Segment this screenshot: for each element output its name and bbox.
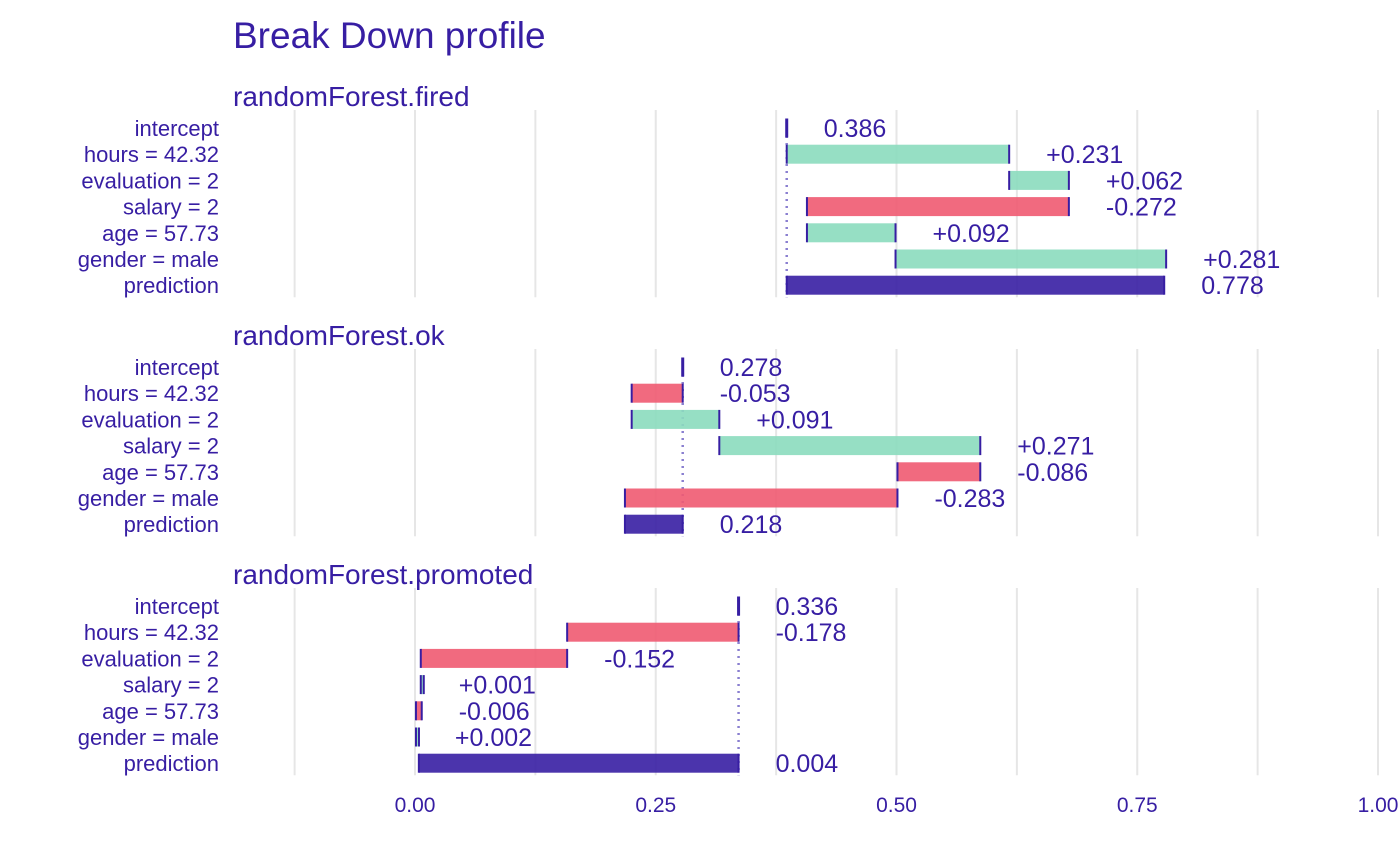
value-label: +0.002 [455,724,532,752]
value-label: -0.086 [1017,459,1088,487]
contribution-bar [786,144,1010,164]
value-label: -0.283 [934,485,1005,513]
intercept-bar [737,596,741,616]
value-label: 0.778 [1201,272,1264,300]
value-label: -0.272 [1106,194,1177,222]
contribution-bar [624,488,898,508]
row-label: hours = 42.32 [84,620,219,645]
contribution-bar [415,701,422,721]
value-label: 0.278 [720,354,783,382]
x-tick-label: 0.75 [1117,794,1158,817]
x-axis: 0.00 0.25 0.50 0.75 1.00 [395,794,1399,817]
row-label: prediction [124,751,219,776]
intercept-bar [785,118,789,138]
row-label: gender = male [78,725,219,750]
row-label: intercept [135,594,219,619]
row-label: age = 57.73 [102,460,219,485]
panel-title: randomForest.promoted [233,559,533,590]
x-tick-label: 1.00 [1358,794,1399,817]
contribution-bar [806,197,1069,217]
contribution-bar [631,383,683,403]
contribution-bar [420,675,424,695]
value-label: -0.152 [604,645,675,673]
x-tick-label: 0.00 [395,794,436,817]
contribution-bar [415,727,419,747]
value-label: +0.281 [1203,246,1280,274]
value-label: 0.004 [776,750,839,778]
panels: randomForest.fired intercept 0.386 hours = … [78,81,1379,778]
contribution-bar [631,409,720,429]
row-label: prediction [124,512,219,537]
value-label: +0.092 [933,220,1010,248]
contribution-bar [567,622,739,642]
chart-title: Break Down profile [233,15,546,56]
panel-0: randomForest.fired intercept 0.386 hours = … [78,81,1379,300]
row-label: intercept [135,355,219,380]
prediction-bar [786,275,1165,295]
value-label: 0.386 [824,115,887,143]
row-label: evaluation = 2 [81,646,219,671]
prediction-bar [624,514,683,534]
row-label: evaluation = 2 [81,407,219,432]
panel-title: randomForest.fired [233,81,470,112]
row-label: salary = 2 [123,434,219,459]
row-label: gender = male [78,486,219,511]
value-label: +0.231 [1046,141,1123,169]
row-label: prediction [124,273,219,298]
row-label: hours = 42.32 [84,381,219,406]
x-tick-label: 0.25 [635,794,676,817]
row-label: salary = 2 [123,673,219,698]
x-tick-label: 0.50 [876,794,917,817]
value-label: +0.271 [1017,433,1094,461]
value-label: -0.178 [776,619,847,647]
value-label: -0.053 [720,380,791,408]
row-label: hours = 42.32 [84,142,219,167]
value-label: 0.218 [720,511,783,539]
row-label: age = 57.73 [102,699,219,724]
contribution-bar [719,436,981,456]
row-label: intercept [135,116,219,141]
value-label: +0.062 [1106,167,1183,195]
intercept-bar [681,357,685,377]
value-label: 0.336 [776,593,839,621]
row-label: evaluation = 2 [81,168,219,193]
contribution-bar [1009,170,1069,190]
panel-title: randomForest.ok [233,320,446,351]
value-label: -0.006 [459,698,530,726]
value-label: +0.001 [459,672,536,700]
row-label: age = 57.73 [102,221,219,246]
prediction-bar [418,753,739,773]
row-label: salary = 2 [123,195,219,220]
panel-2: randomForest.promoted intercept 0.336 hours… [78,559,1379,778]
contribution-bar [897,462,981,482]
panel-1: randomForest.ok intercept 0.278 hours = 42.… [78,320,1379,539]
value-label: +0.091 [756,406,833,434]
contribution-bar [895,249,1167,269]
contribution-bar [806,223,896,243]
contribution-bar [420,648,568,668]
row-label: gender = male [78,247,219,272]
